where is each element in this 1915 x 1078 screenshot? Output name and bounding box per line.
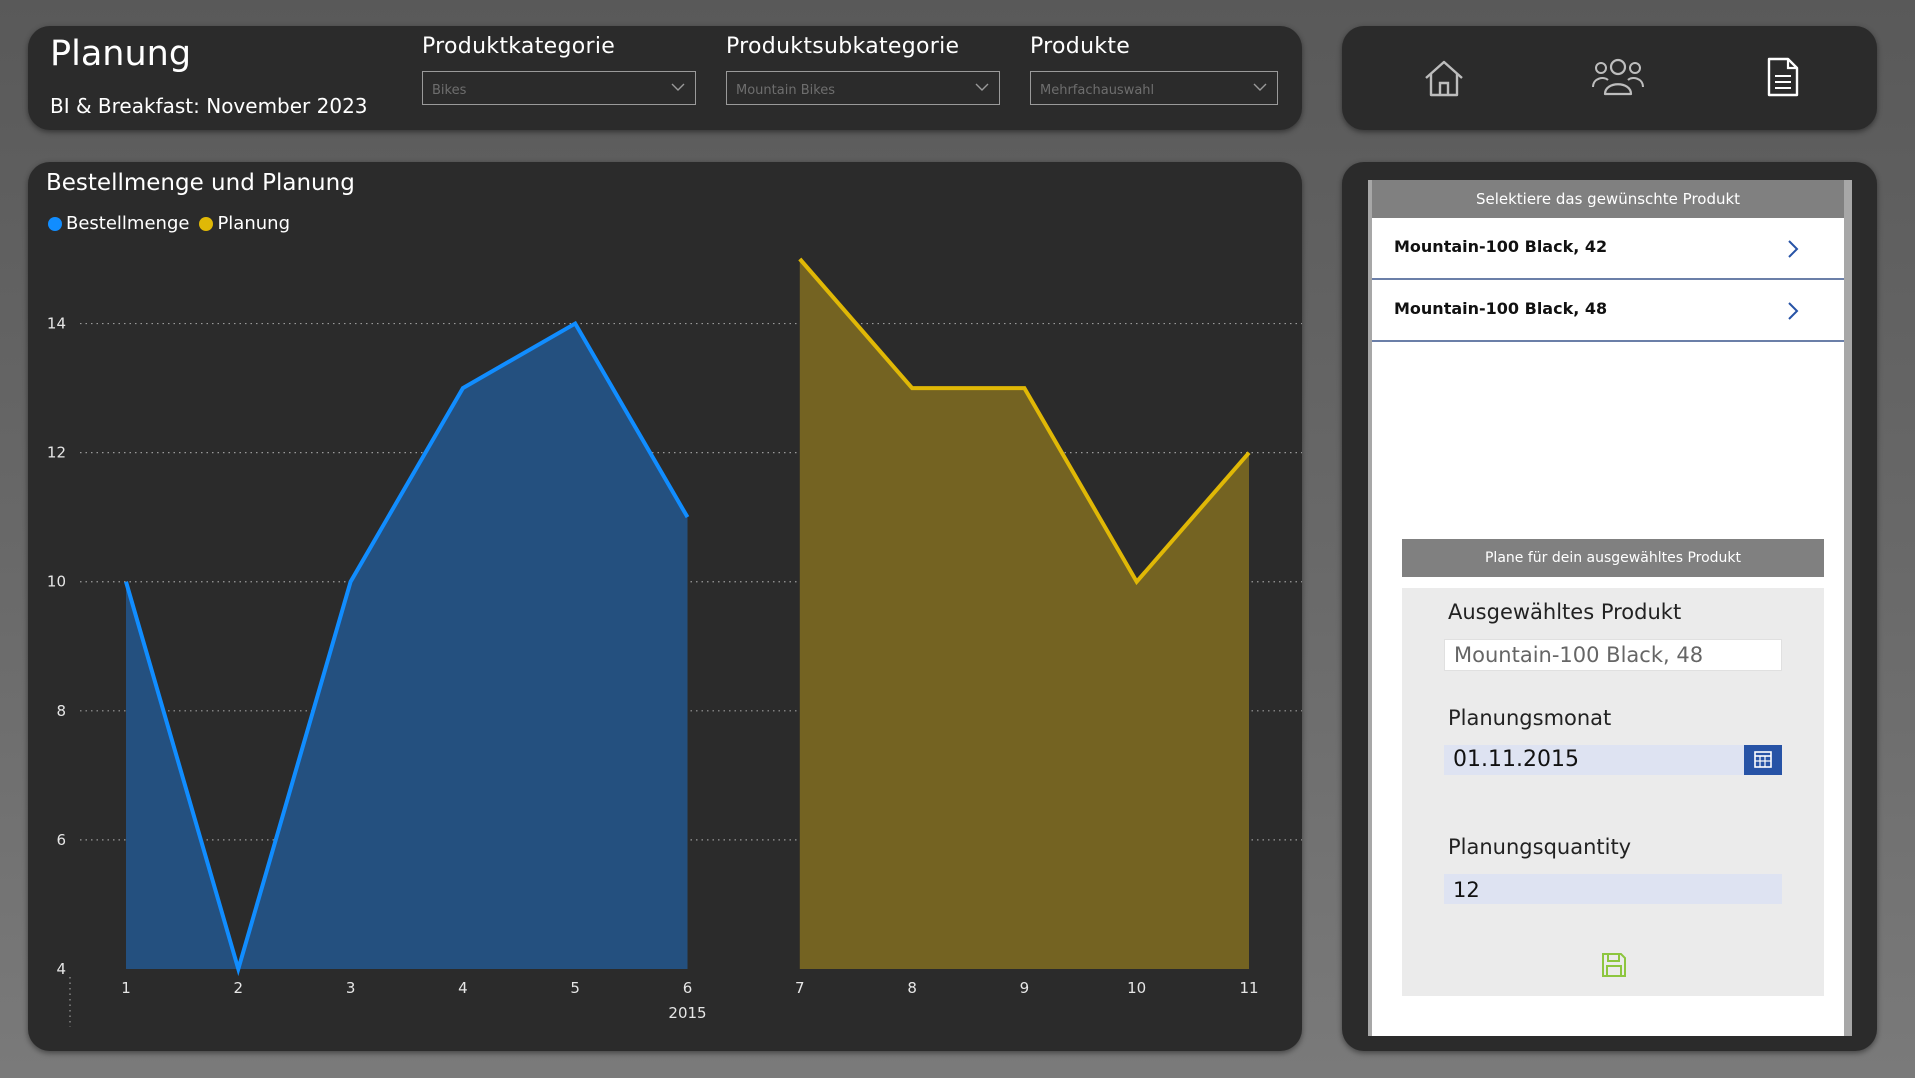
product-label: Mountain-100 Black, 48 [1394, 299, 1608, 318]
y-tick-label: 14 [47, 315, 66, 333]
people-icon[interactable] [1592, 54, 1644, 100]
legend-item-planung[interactable]: Planung [199, 213, 290, 234]
x-tick-label: 1 [121, 979, 131, 997]
chevron-down-icon [1253, 83, 1267, 91]
series-area [799, 259, 1249, 969]
x-tick-label: 2 [234, 979, 244, 997]
slicer-produkte: Produkte Mehrfachauswahl [1030, 34, 1278, 105]
list-item[interactable]: Mountain-100 Black, 48 [1372, 280, 1844, 342]
product-field-label: Ausgewähltes Produkt [1448, 600, 1682, 624]
legend-item-bestellmenge[interactable]: Bestellmenge [48, 213, 189, 234]
slicer-produktsubkategorie: Produktsubkategorie Mountain Bikes [726, 34, 1000, 105]
slicer-value: Mehrfachauswahl [1040, 83, 1155, 98]
plan-header: Plane für dein ausgewähltes Produkt [1402, 539, 1824, 577]
series-line [124, 320, 690, 977]
slicer-value: Mountain Bikes [736, 83, 836, 98]
month-field-label: Planungsmonat [1448, 706, 1612, 730]
chevron-right-icon[interactable] [1786, 238, 1800, 260]
y-tick-label: 4 [56, 960, 66, 978]
series-line [798, 257, 1251, 586]
quantity-value: 12 [1453, 878, 1480, 902]
chart-title: Bestellmenge und Planung [46, 170, 355, 196]
month-date-picker[interactable]: 01.11.2015 [1444, 745, 1782, 775]
legend-marker [199, 216, 214, 231]
month-value: 01.11.2015 [1453, 747, 1579, 772]
slicer-dropdown[interactable]: Mehrfachauswahl [1030, 71, 1278, 105]
quantity-input[interactable]: 12 [1444, 874, 1782, 904]
chevron-down-icon [671, 83, 685, 91]
slicer-value: Bikes [432, 83, 467, 98]
chart-panel: Bestellmenge und Planung Bestellmenge Pl… [28, 162, 1302, 1051]
y-tick-label: 12 [47, 444, 66, 462]
x-tick-label: 11 [1239, 979, 1258, 997]
calendar-button[interactable] [1744, 745, 1782, 775]
nav-panel [1342, 26, 1877, 130]
selected-product-value: Mountain-100 Black, 48 [1454, 643, 1704, 667]
slicer-dropdown[interactable]: Bikes [422, 71, 696, 105]
slicer-dropdown[interactable]: Mountain Bikes [726, 71, 1000, 105]
x-tick-label: 10 [1127, 979, 1146, 997]
home-icon[interactable] [1422, 56, 1466, 100]
x-axis-label: 2015 [668, 1004, 706, 1022]
legend-marker [48, 216, 62, 231]
product-label: Mountain-100 Black, 42 [1394, 237, 1608, 256]
document-icon[interactable] [1766, 56, 1800, 98]
chart-legend: Bestellmenge Planung [48, 213, 300, 234]
x-tick-label: 7 [795, 979, 805, 997]
plan-form: Ausgewähltes Produkt Mountain-100 Black,… [1402, 588, 1824, 996]
y-tick-label: 6 [56, 831, 66, 849]
product-list-header: Selektiere das gewünschte Produkt [1372, 180, 1844, 218]
save-icon[interactable] [1600, 951, 1628, 979]
page-subtitle: BI & Breakfast: November 2023 [50, 94, 368, 118]
selected-product-field[interactable]: Mountain-100 Black, 48 [1444, 639, 1782, 671]
y-tick-label: 10 [47, 573, 66, 591]
chevron-down-icon [975, 83, 989, 91]
series-area [126, 323, 688, 969]
x-tick-label: 5 [570, 979, 580, 997]
x-tick-label: 4 [458, 979, 468, 997]
header-panel: Planung BI & Breakfast: November 2023 Pr… [28, 26, 1302, 130]
chevron-right-icon[interactable] [1786, 300, 1800, 322]
slicer-produktkategorie: Produktkategorie Bikes [422, 34, 696, 105]
qty-field-label: Planungsquantity [1448, 835, 1632, 859]
slicer-label: Produktkategorie [422, 34, 616, 59]
list-item[interactable]: Mountain-100 Black, 42 [1372, 218, 1844, 280]
slicer-label: Produktsubkategorie [726, 34, 960, 59]
page-title: Planung [50, 34, 192, 74]
legend-label: Planung [217, 213, 290, 234]
legend-label: Bestellmenge [66, 213, 190, 234]
x-tick-label: 6 [683, 979, 693, 997]
slicer-label: Produkte [1030, 34, 1131, 59]
y-tick-label: 8 [56, 702, 66, 720]
calendar-icon [1754, 751, 1772, 768]
x-tick-label: 9 [1020, 979, 1030, 997]
power-app: Selektiere das gewünschte Produkt Mounta… [1368, 180, 1852, 1036]
app-panel: Selektiere das gewünschte Produkt Mounta… [1342, 162, 1877, 1051]
x-tick-label: 3 [346, 979, 356, 997]
x-tick-label: 8 [907, 979, 917, 997]
